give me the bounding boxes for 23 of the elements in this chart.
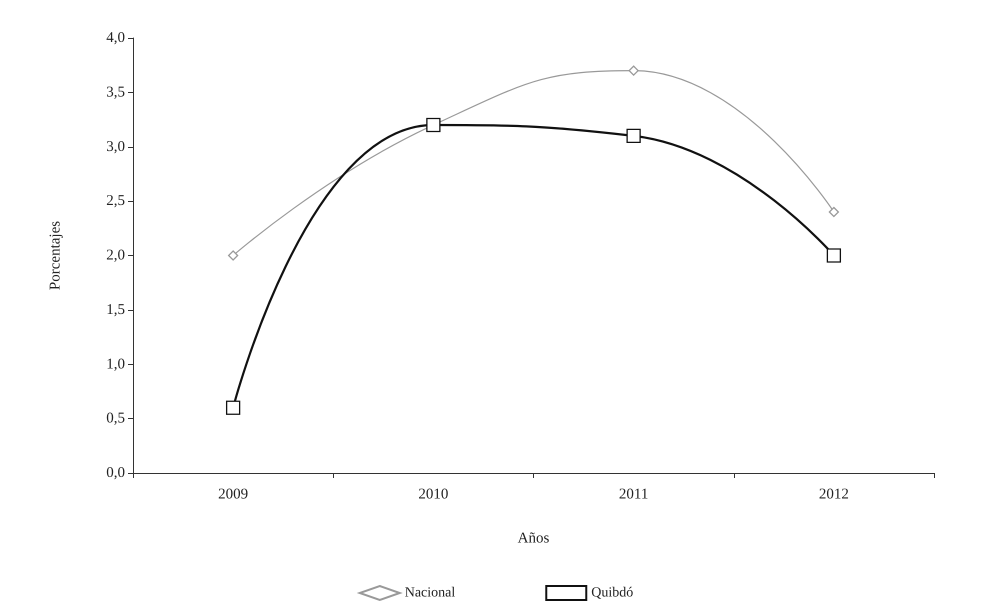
point (228, 250, 238, 261)
y-tick-label: 1,5 (106, 302, 125, 318)
point (226, 400, 240, 415)
x-axis-title: Años (518, 530, 550, 546)
legend-label: Quibdó (591, 586, 634, 600)
legend-label: Nacional (404, 586, 456, 600)
y-axis-title: Porcentajes (48, 220, 64, 290)
y-tick-label: 4,0 (106, 30, 125, 46)
y-tick-label: 0,0 (106, 465, 125, 481)
y-tick-label: 2,0 (106, 248, 125, 264)
y-tick-label: 3,5 (106, 84, 125, 100)
x-tick-label: 2012 (818, 486, 849, 502)
x-tick-label: 2011 (618, 486, 648, 502)
y-tick-label: 1,0 (106, 356, 125, 372)
y-tick-label: 3,0 (106, 138, 125, 155)
point (826, 248, 842, 263)
point (626, 128, 641, 144)
point (828, 206, 840, 218)
y-tick-label: 0,5 (106, 410, 125, 427)
x-tick-label: 2010 (418, 486, 448, 502)
point (628, 65, 639, 76)
y-tick-label: 2,5 (106, 193, 125, 210)
x-tick-label: 2009 (218, 486, 248, 502)
